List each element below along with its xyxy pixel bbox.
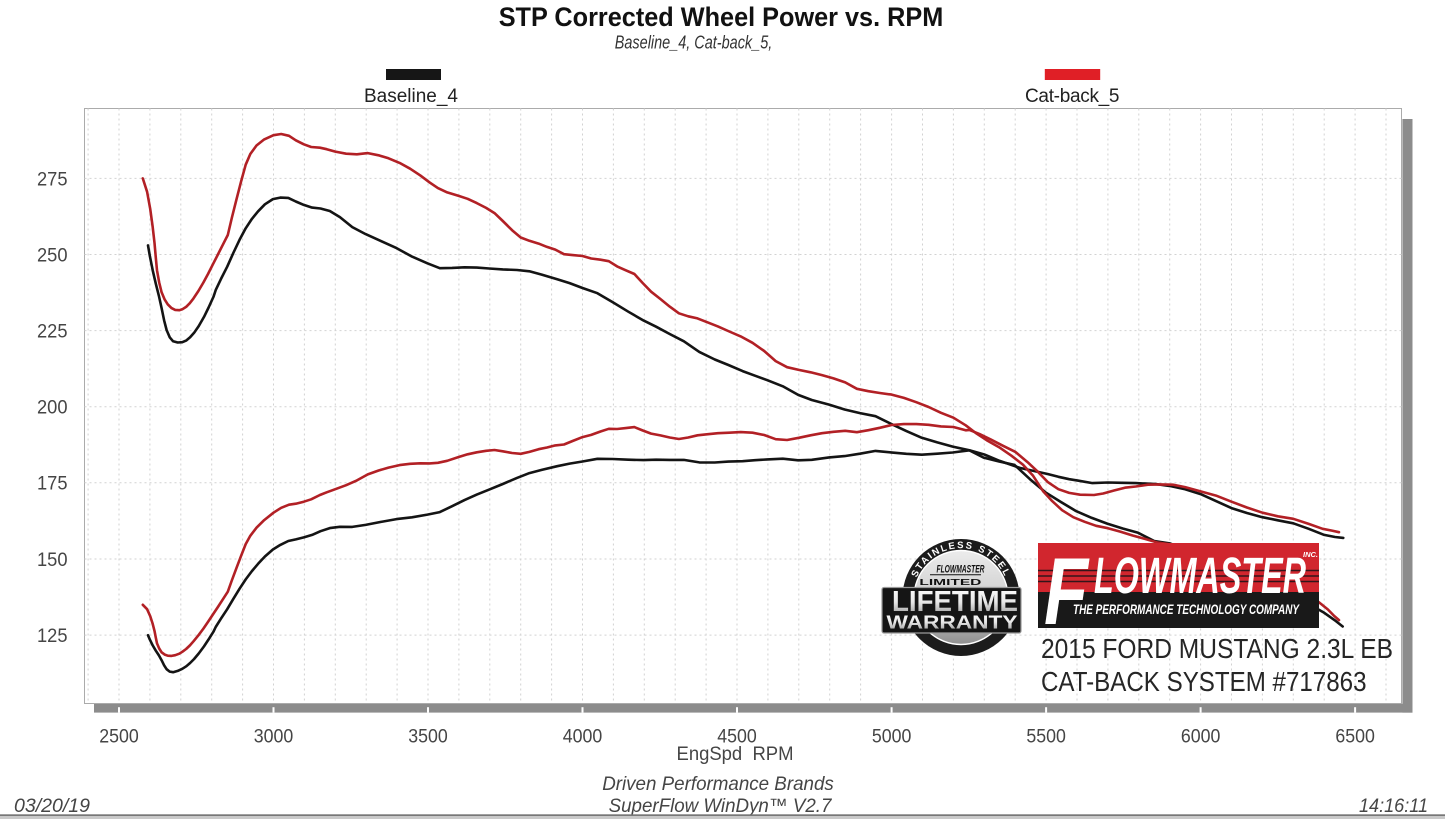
svg-text:CAT-BACK SYSTEM #717863: CAT-BACK SYSTEM #717863 <box>1041 666 1367 697</box>
svg-text:6000: 6000 <box>1181 727 1221 748</box>
svg-text:Driven Performance Brands: Driven Performance Brands <box>602 774 834 795</box>
svg-text:225: 225 <box>37 322 68 343</box>
svg-text:STP Corrected Wheel Power vs.: STP Corrected Wheel Power vs. RPM <box>499 2 944 32</box>
svg-text:Baseline_4, Cat-back_5,: Baseline_4, Cat-back_5, <box>615 33 773 53</box>
svg-text:2015 FORD MUSTANG 2.3L EB: 2015 FORD MUSTANG 2.3L EB <box>1041 633 1393 664</box>
svg-text:THE PERFORMANCE TECHNOLOGY COM: THE PERFORMANCE TECHNOLOGY COMPANY <box>1073 602 1300 617</box>
svg-text:WARRANTY: WARRANTY <box>887 612 1019 633</box>
svg-text:FLOWMASTER: FLOWMASTER <box>937 564 985 576</box>
svg-text:200: 200 <box>37 398 68 419</box>
svg-text:150: 150 <box>37 550 68 571</box>
svg-text:LOWMASTER: LOWMASTER <box>1094 547 1306 604</box>
svg-text:175: 175 <box>37 474 68 495</box>
svg-text:LIMITED: LIMITED <box>919 578 981 587</box>
svg-text:03/20/19: 03/20/19 <box>14 796 90 817</box>
svg-text:275: 275 <box>37 169 68 190</box>
svg-text:6500: 6500 <box>1335 727 1375 748</box>
svg-text:F: F <box>1044 539 1090 645</box>
svg-text:Cat-back_5: Cat-back_5 <box>1025 86 1120 107</box>
svg-text:14:16:11: 14:16:11 <box>1359 796 1428 817</box>
svg-text:5000: 5000 <box>872 727 912 748</box>
svg-text:INC.: INC. <box>1303 550 1318 559</box>
svg-text:LIFETIME: LIFETIME <box>892 586 1018 618</box>
svg-text:4500: 4500 <box>717 727 757 748</box>
svg-text:EngSpd RPM: EngSpd RPM <box>677 744 794 765</box>
svg-text:4000: 4000 <box>563 727 603 748</box>
svg-text:250: 250 <box>37 245 68 266</box>
svg-text:2500: 2500 <box>99 727 139 748</box>
svg-text:5500: 5500 <box>1026 727 1066 748</box>
svg-text:3000: 3000 <box>254 727 294 748</box>
svg-text:3500: 3500 <box>408 727 448 748</box>
svg-text:Baseline_4: Baseline_4 <box>364 86 458 107</box>
svg-text:SuperFlow WinDyn™ V2.7: SuperFlow WinDyn™ V2.7 <box>609 796 833 817</box>
svg-text:125: 125 <box>37 626 68 647</box>
